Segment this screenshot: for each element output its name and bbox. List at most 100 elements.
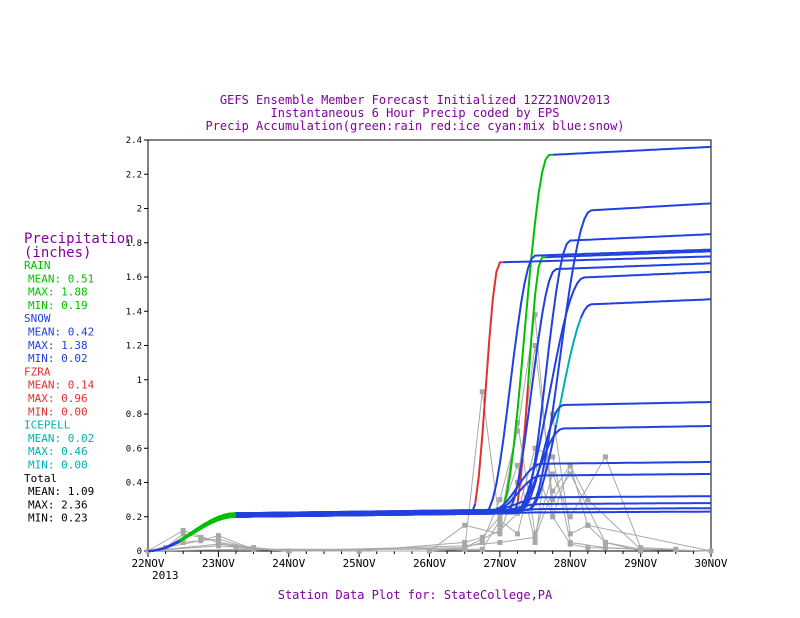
instantaneous-point — [550, 454, 556, 460]
legend-mean: MEAN: 0.02 — [28, 432, 94, 445]
accumulation-series-line — [179, 515, 237, 543]
x-tick-label: 26NOV — [413, 557, 446, 570]
accumulation-series-line — [147, 540, 181, 552]
legend-name: Total — [24, 472, 57, 485]
station-footer: Station Data Plot for: StateCollege,PA — [278, 588, 553, 602]
instantaneous-point — [532, 531, 538, 537]
instantaneous-point — [585, 497, 591, 503]
instantaneous-point — [215, 533, 221, 539]
accumulation-series-line — [552, 145, 712, 156]
plot-frame — [147, 139, 712, 552]
x-tick-label: 28NOV — [554, 557, 587, 570]
instantaneous-series-line — [147, 464, 712, 552]
legend-min: MIN: 0.23 — [28, 512, 88, 525]
y-tick-label: 0.4 — [126, 479, 142, 489]
accumulation-series-line — [179, 515, 237, 543]
x-tick-label: 30NOV — [694, 557, 727, 570]
y-tick-label: 1.4 — [126, 307, 142, 317]
instantaneous-point — [251, 546, 257, 552]
legend-mean: MEAN: 0.14 — [28, 379, 95, 392]
chart-title-line-3: Precip Accumulation(green:rain red:ice c… — [205, 119, 624, 133]
accumulation-series-line — [527, 256, 546, 386]
instantaneous-point — [180, 531, 186, 537]
x-tick-label: 23NOV — [202, 557, 235, 570]
legend-max: MAX: 1.88 — [28, 286, 88, 299]
accumulation-series-line — [236, 502, 711, 516]
instantaneous-point — [602, 454, 608, 460]
legend-heading-line-2: (inches) — [24, 245, 91, 261]
instantaneous-point — [215, 536, 221, 542]
instantaneous-point — [497, 539, 503, 545]
accumulation-series-line — [236, 262, 712, 516]
x-tick-label: 29NOV — [624, 557, 657, 570]
instantaneous-point — [567, 531, 573, 537]
instantaneous-point — [602, 545, 608, 551]
legend-max: MAX: 2.36 — [28, 498, 88, 511]
instantaneous-point — [514, 420, 520, 426]
chart-title-line-2: Instantaneous 6 Hour Precip coded by EPS — [271, 106, 560, 120]
instantaneous-point — [497, 527, 503, 533]
accumulation-series-line — [236, 495, 711, 515]
legend-min: MIN: 0.00 — [28, 405, 88, 418]
x-tick-label: 24NOV — [272, 557, 305, 570]
y-tick-label: 2.2 — [126, 170, 142, 180]
y-axis: 0 0.2 0.4 0.6 0.8 1 1.2 1.4 1.6 1.8 2 2.2 2.4 — [126, 136, 148, 557]
instantaneous-point — [550, 497, 556, 503]
accumulation-series-line — [179, 515, 237, 543]
instantaneous-point — [708, 548, 714, 554]
legend-max: MAX: 0.46 — [28, 445, 88, 458]
instantaneous-point — [215, 541, 221, 547]
y-tick-label: 2.4 — [126, 136, 142, 146]
accumulation-lines — [147, 145, 712, 552]
legend-min: MIN: 0.19 — [28, 299, 88, 312]
instantaneous-point — [550, 471, 556, 477]
legend-name: SNOW — [24, 312, 51, 325]
accumulation-series-line — [179, 515, 237, 543]
x-tick-label: 25NOV — [343, 557, 376, 570]
x-year-label: 2013 — [152, 569, 179, 582]
instantaneous-point — [514, 531, 520, 537]
y-tick-label: 2 — [137, 205, 142, 215]
instantaneous-point — [479, 389, 485, 395]
instantaneous-point — [462, 543, 468, 549]
accumulation-series-line — [503, 255, 711, 264]
instantaneous-point — [479, 534, 485, 540]
legend-max: MAX: 0.96 — [28, 392, 88, 405]
instantaneous-point — [497, 531, 503, 537]
legend-name: FZRA — [24, 365, 51, 378]
instantaneous-point — [673, 546, 679, 552]
legend-mean: MEAN: 0.42 — [28, 326, 94, 339]
instantaneous-point — [567, 541, 573, 547]
accumulation-series-line — [179, 515, 237, 543]
y-tick-label: 0.6 — [126, 444, 142, 454]
accumulation-series-line — [555, 317, 582, 426]
instantaneous-point — [356, 548, 362, 554]
instantaneous-series-line — [147, 413, 712, 552]
instantaneous-point — [567, 471, 573, 477]
instantaneous-point — [567, 514, 573, 520]
instantaneous-point — [497, 517, 503, 523]
accumulation-series-line — [474, 261, 504, 504]
y-tick-label: 0.8 — [126, 410, 142, 420]
instantaneous-point — [497, 514, 503, 520]
instantaneous-point — [198, 538, 204, 544]
instantaneous-point — [198, 534, 204, 540]
instantaneous-point — [514, 462, 520, 468]
legend-min: MIN: 0.02 — [28, 352, 88, 365]
y-tick-label: 1.8 — [126, 239, 142, 249]
legend-name: ICEPELL — [24, 419, 71, 432]
y-tick-label: 1 — [137, 376, 142, 386]
y-tick-label: 0 — [137, 547, 142, 557]
accumulation-series-line — [502, 153, 553, 508]
instantaneous-point — [479, 546, 485, 552]
instantaneous-point — [286, 548, 292, 554]
instantaneous-point — [497, 497, 503, 503]
chart-title-line-1: GEFS Ensemble Member Forecast Initialize… — [220, 93, 610, 107]
instantaneous-series-line — [147, 345, 641, 552]
instantaneous-point — [462, 539, 468, 545]
legend-min: MIN: 0.00 — [28, 459, 88, 472]
x-axis: 22NOV 23NOV 24NOV 25NOV 26NOV 27NOV 28NOV 29NOV… — [131, 551, 728, 570]
instantaneous-point — [532, 539, 538, 545]
